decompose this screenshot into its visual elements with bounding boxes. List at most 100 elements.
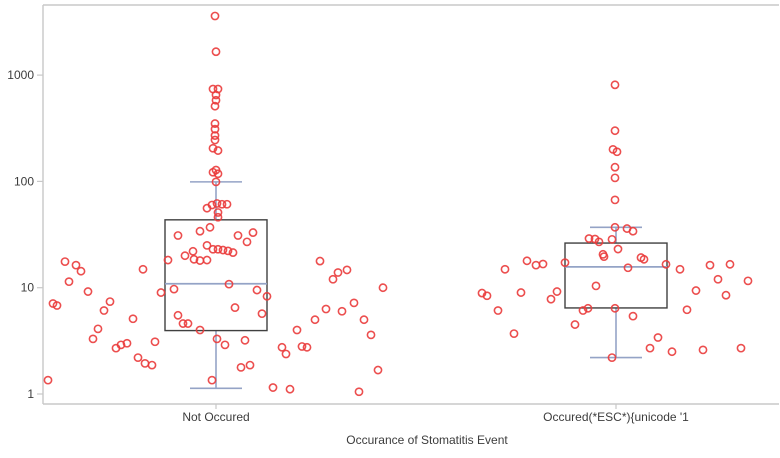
data-point bbox=[359, 315, 369, 325]
data-point bbox=[578, 306, 588, 315]
data-point bbox=[691, 286, 701, 295]
data-point bbox=[217, 199, 227, 209]
data-point bbox=[122, 338, 132, 348]
data-point bbox=[262, 291, 272, 301]
y-tick-label: 1 bbox=[27, 387, 34, 401]
x-axis-title: Occurance of Stomatitis Event bbox=[346, 433, 508, 447]
y-tick-label: 1000 bbox=[7, 68, 34, 82]
data-point bbox=[99, 306, 109, 315]
data-point bbox=[220, 340, 230, 350]
data-point bbox=[163, 255, 173, 265]
data-point bbox=[281, 349, 291, 359]
data-point bbox=[713, 274, 723, 284]
data-point bbox=[213, 169, 223, 179]
data-point bbox=[277, 342, 287, 352]
data-point bbox=[297, 342, 307, 351]
data-point bbox=[211, 95, 221, 105]
data-point bbox=[83, 287, 93, 296]
data-point bbox=[210, 11, 220, 21]
data-point bbox=[522, 256, 532, 266]
data-point bbox=[195, 226, 205, 236]
data-point bbox=[60, 257, 70, 267]
data-point bbox=[236, 362, 246, 372]
data-point bbox=[213, 244, 223, 254]
data-point bbox=[285, 384, 295, 394]
data-point bbox=[210, 119, 220, 128]
data-point bbox=[138, 264, 148, 274]
data-point bbox=[207, 200, 217, 210]
y-tick-label: 100 bbox=[14, 174, 34, 188]
data-point bbox=[252, 285, 262, 295]
data-point bbox=[208, 143, 218, 153]
data-point bbox=[211, 47, 221, 57]
data-point bbox=[205, 222, 215, 232]
data-point bbox=[202, 240, 212, 250]
data-point bbox=[183, 319, 193, 328]
box-iqr bbox=[564, 242, 668, 309]
data-point bbox=[169, 284, 179, 294]
data-point bbox=[509, 329, 519, 339]
data-point bbox=[156, 288, 166, 297]
data-point bbox=[538, 259, 548, 269]
data-point bbox=[218, 245, 228, 255]
data-point bbox=[116, 340, 126, 350]
data-point bbox=[133, 353, 143, 363]
data-point bbox=[173, 231, 183, 240]
data-point bbox=[188, 246, 198, 256]
data-point bbox=[211, 177, 221, 187]
data-point bbox=[211, 90, 221, 100]
data-point bbox=[71, 260, 81, 270]
data-point bbox=[599, 252, 609, 262]
data-point bbox=[349, 298, 359, 308]
data-point bbox=[610, 162, 620, 172]
data-point bbox=[628, 311, 638, 321]
data-point bbox=[213, 146, 223, 155]
data-point bbox=[743, 276, 753, 286]
data-point bbox=[64, 277, 74, 287]
data-point bbox=[180, 251, 190, 261]
data-point bbox=[333, 268, 343, 277]
data-point bbox=[675, 264, 685, 274]
data-point bbox=[52, 301, 62, 310]
data-point bbox=[310, 315, 320, 325]
data-point bbox=[224, 279, 234, 289]
data-point bbox=[736, 343, 746, 353]
data-point bbox=[354, 387, 364, 397]
data-point bbox=[607, 353, 617, 363]
data-point bbox=[213, 212, 223, 222]
data-point bbox=[682, 305, 692, 315]
data-point bbox=[584, 234, 594, 243]
data-point bbox=[560, 258, 570, 268]
data-point bbox=[623, 263, 633, 273]
data-point bbox=[140, 359, 150, 368]
data-point bbox=[245, 360, 255, 370]
data-point bbox=[202, 255, 212, 265]
data-point bbox=[610, 303, 620, 313]
data-point bbox=[613, 244, 623, 254]
data-point bbox=[721, 290, 731, 300]
data-point bbox=[610, 126, 620, 136]
data-point bbox=[594, 237, 604, 247]
data-point bbox=[207, 375, 217, 385]
data-point bbox=[698, 345, 708, 355]
data-point bbox=[210, 124, 220, 134]
data-point bbox=[292, 325, 302, 335]
data-point bbox=[93, 324, 103, 334]
data-point bbox=[315, 256, 325, 266]
data-point bbox=[212, 334, 222, 344]
data-point bbox=[610, 195, 620, 205]
data-point bbox=[302, 342, 312, 352]
data-point bbox=[493, 306, 503, 315]
data-point bbox=[378, 283, 388, 293]
data-point bbox=[242, 237, 252, 247]
data-point bbox=[342, 265, 352, 275]
data-point bbox=[612, 147, 622, 157]
data-point bbox=[321, 304, 331, 314]
data-point bbox=[591, 281, 601, 291]
data-point bbox=[233, 231, 243, 240]
data-point bbox=[210, 131, 220, 140]
category-label: Occured(*ESC*){unicode '1 bbox=[543, 410, 689, 424]
data-point bbox=[610, 222, 620, 232]
